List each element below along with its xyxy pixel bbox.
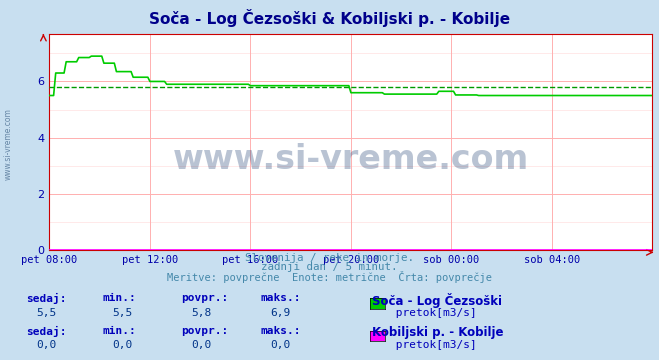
Text: povpr.:: povpr.: <box>181 293 229 303</box>
Text: sedaj:: sedaj: <box>26 293 67 305</box>
Text: 0,0: 0,0 <box>36 340 57 350</box>
Text: 0,0: 0,0 <box>112 340 132 350</box>
Text: 0,0: 0,0 <box>191 340 212 350</box>
Text: 5,5: 5,5 <box>36 308 57 318</box>
Text: pretok[m3/s]: pretok[m3/s] <box>389 308 476 318</box>
Text: Soča - Log Čezsoški: Soča - Log Čezsoški <box>372 293 502 309</box>
Text: povpr.:: povpr.: <box>181 326 229 336</box>
Text: www.si-vreme.com: www.si-vreme.com <box>3 108 13 180</box>
Text: Kobiljski p. - Kobilje: Kobiljski p. - Kobilje <box>372 326 504 339</box>
Text: www.si-vreme.com: www.si-vreme.com <box>173 143 529 176</box>
Text: 5,5: 5,5 <box>112 308 132 318</box>
Text: zadnji dan / 5 minut.: zadnji dan / 5 minut. <box>261 262 398 272</box>
Text: maks.:: maks.: <box>260 293 301 303</box>
Text: maks.:: maks.: <box>260 326 301 336</box>
Text: Slovenija / reke in morje.: Slovenija / reke in morje. <box>245 253 414 263</box>
Text: sedaj:: sedaj: <box>26 326 67 337</box>
Text: pretok[m3/s]: pretok[m3/s] <box>389 340 476 350</box>
Text: 5,8: 5,8 <box>191 308 212 318</box>
Text: Soča - Log Čezsoški & Kobiljski p. - Kobilje: Soča - Log Čezsoški & Kobiljski p. - Kob… <box>149 9 510 27</box>
Text: 0,0: 0,0 <box>270 340 291 350</box>
Text: Meritve: povprečne  Enote: metrične  Črta: povprečje: Meritve: povprečne Enote: metrične Črta:… <box>167 271 492 283</box>
Text: min.:: min.: <box>102 326 136 336</box>
Text: 6,9: 6,9 <box>270 308 291 318</box>
Text: min.:: min.: <box>102 293 136 303</box>
